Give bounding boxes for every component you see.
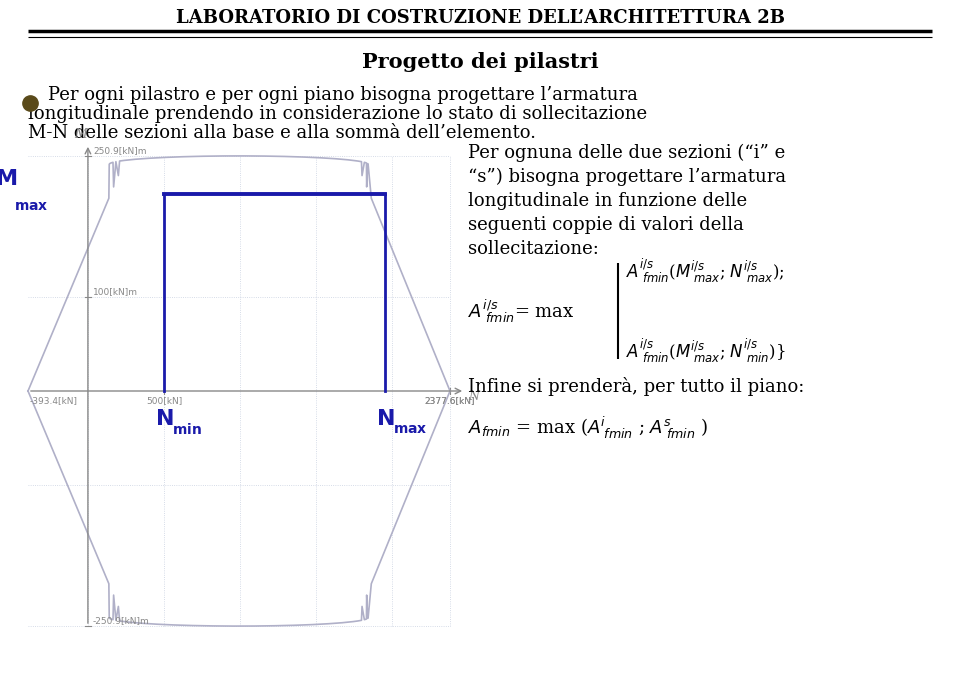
Text: M-N delle sezioni alla base e alla sommà dell’elemento.: M-N delle sezioni alla base e alla sommà… — [28, 124, 536, 142]
Text: 100[kN]m: 100[kN]m — [93, 287, 138, 296]
Text: $\bf{max}$: $\bf{max}$ — [393, 422, 427, 436]
Text: N: N — [468, 390, 479, 403]
Text: Per ognuna delle due sezioni (“i” e: Per ognuna delle due sezioni (“i” e — [468, 144, 785, 162]
Text: $A^{i/s}_{\ fmin}$($M^{i/s}_{\ max}$; $N^{i/s}_{\ min}$)}: $A^{i/s}_{\ fmin}$($M^{i/s}_{\ max}$; $N… — [626, 338, 785, 365]
Text: Progetto dei pilastri: Progetto dei pilastri — [362, 52, 598, 72]
Text: $\bf{N}$: $\bf{N}$ — [155, 408, 174, 430]
Text: $A^{i/s}_{\ fmin}$= max: $A^{i/s}_{\ fmin}$= max — [468, 297, 575, 325]
Text: Infine si prenderà, per tutto il piano:: Infine si prenderà, per tutto il piano: — [468, 377, 804, 396]
Text: longitudinale in funzione delle: longitudinale in funzione delle — [468, 192, 747, 210]
Text: seguenti coppie di valori della: seguenti coppie di valori della — [468, 216, 744, 234]
Text: -250.9[kN]m: -250.9[kN]m — [93, 616, 150, 625]
Text: $A_{fmin}$ = max ($A^i_{\ fmin}$ ; $A^s_{\ fmin}$ ): $A_{fmin}$ = max ($A^i_{\ fmin}$ ; $A^s_… — [468, 415, 708, 441]
Text: -393.4[kN]: -393.4[kN] — [30, 396, 78, 405]
Text: $\bf{min}$: $\bf{min}$ — [172, 421, 202, 436]
Text: 2377.6[kN]: 2377.6[kN] — [424, 396, 475, 405]
Text: M: M — [75, 128, 87, 141]
Text: LABORATORIO DI COSTRUZIONE DELL’ARCHITETTURA 2B: LABORATORIO DI COSTRUZIONE DELL’ARCHITET… — [176, 9, 784, 27]
Text: 250.9[kN]m: 250.9[kN]m — [93, 146, 147, 155]
Text: longitudinale prendendo in considerazione lo stato di sollecitazione: longitudinale prendendo in considerazion… — [28, 105, 647, 123]
Text: sollecitazione:: sollecitazione: — [468, 240, 599, 258]
Text: Per ogni pilastro e per ogni piano bisogna progettare l’armatura: Per ogni pilastro e per ogni piano bisog… — [48, 86, 637, 104]
Text: 2377.6[kN]: 2377.6[kN] — [424, 396, 475, 405]
Text: $\bf{max}$: $\bf{max}$ — [14, 200, 49, 213]
Text: 500[kN]: 500[kN] — [146, 396, 182, 405]
Text: $\bf{M}$: $\bf{M}$ — [0, 168, 17, 190]
Text: “s”) bisogna progettare l’armatura: “s”) bisogna progettare l’armatura — [468, 168, 786, 186]
Text: $\bf{N}$: $\bf{N}$ — [375, 408, 395, 430]
Text: $A^{i/s}_{\ fmin}$($M^{i/s}_{\ max}$; $N^{i/s}_{\ max}$);: $A^{i/s}_{\ fmin}$($M^{i/s}_{\ max}$; $N… — [626, 257, 784, 285]
